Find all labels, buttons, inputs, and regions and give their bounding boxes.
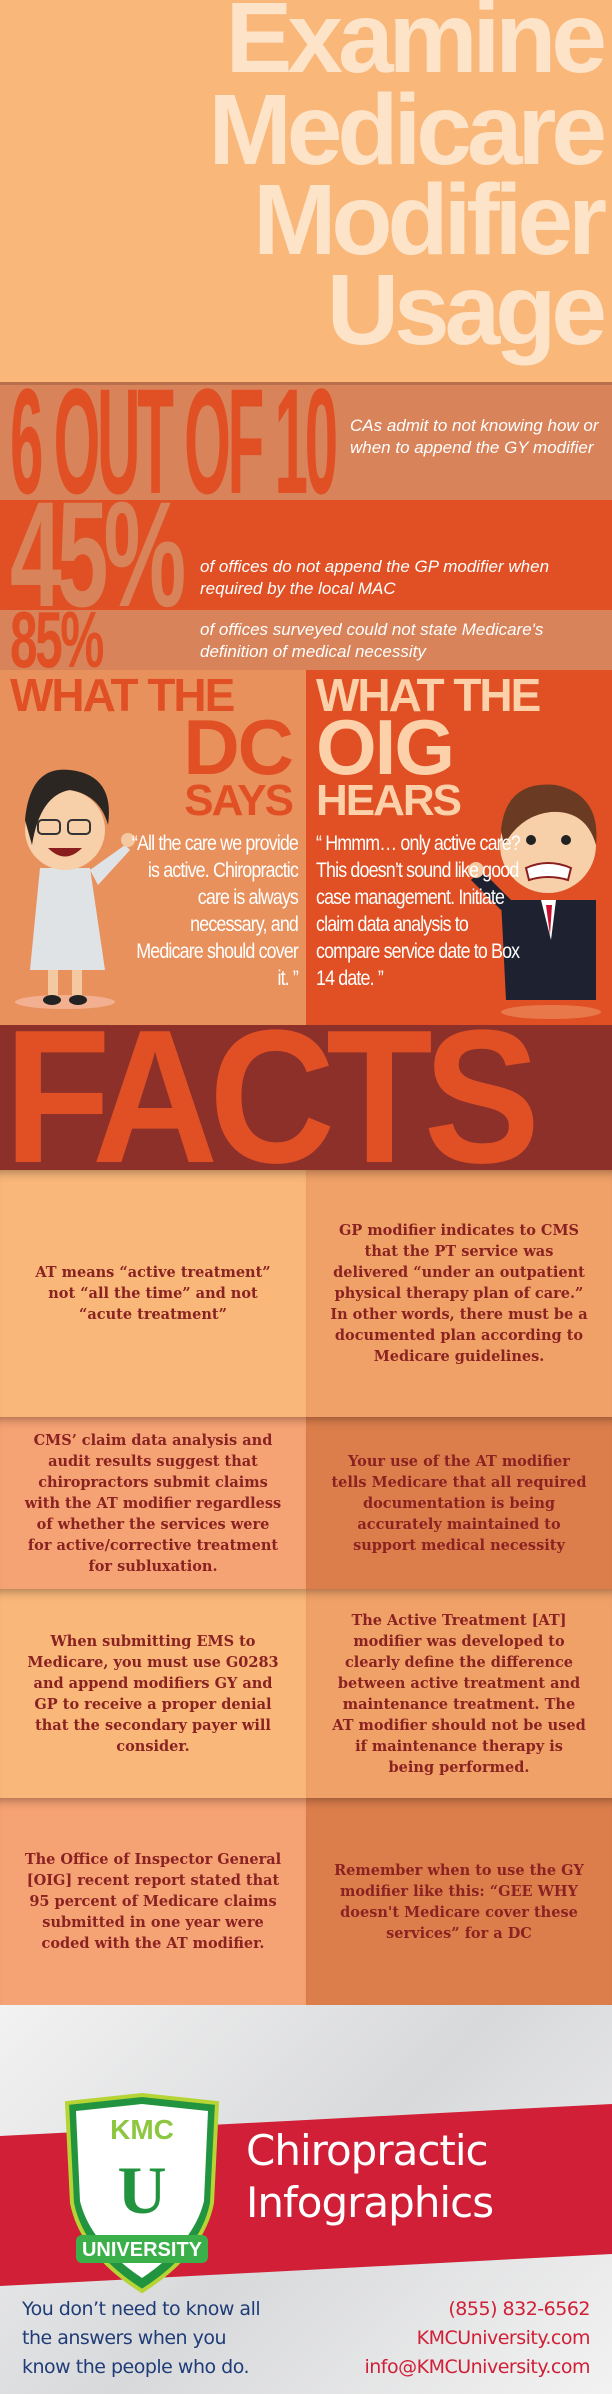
title-line: Examine xyxy=(225,0,607,94)
fact-card: GP modifier indicates to CMS that the PT… xyxy=(306,1170,612,1417)
phone-number[interactable]: (855) 832-6562 xyxy=(448,2298,590,2320)
brand-name: Chiropractic Infographics xyxy=(246,2125,494,2229)
tagline: You don’t need to know all the answers w… xyxy=(22,2298,261,2378)
facts-heading: FACTS xyxy=(4,1025,540,1170)
kmc-university-logo: KMC U UNIVERSITY xyxy=(64,2093,220,2293)
fact-card: When submitting EMS to Medicare, you mus… xyxy=(0,1589,306,1798)
fact-card: CMS’ claim data analysis and audit resul… xyxy=(0,1417,306,1589)
logo-university-text: UNIVERSITY xyxy=(82,2239,203,2261)
fact-card: The Office of Inspector General [OIG] re… xyxy=(0,1798,306,2005)
oig-quote: “ Hmmm… only active care? This doesn’t s… xyxy=(316,832,521,990)
oig-heading-3: HEARS xyxy=(316,776,462,825)
fact-card: Remember when to use the GY modifier lik… xyxy=(306,1798,612,2005)
footer: KMC U UNIVERSITY Chiropractic Infographi… xyxy=(0,2005,612,2394)
logo-u-text: U xyxy=(117,2152,166,2228)
stat-6-of-10: 6 OUT OF 10 CAs admit to not knowing how… xyxy=(0,382,612,500)
stat-figure: 6 OUT OF 10 xyxy=(10,382,338,500)
dc-heading-1: WHAT THE xyxy=(10,670,235,721)
angry-businessman-illustration xyxy=(468,784,601,1019)
contact-info: (855) 832-6562 KMCUniversity.com info@KM… xyxy=(364,2295,590,2382)
fact-card: AT means “active treatment” not “all the… xyxy=(0,1170,306,1417)
website-link[interactable]: KMCUniversity.com xyxy=(416,2327,591,2349)
title-section: Examine Medicare Modifier Usage xyxy=(0,0,612,382)
stat-45: 45% of offices do not append the GP modi… xyxy=(0,500,612,610)
brand-line-1: Chiropractic xyxy=(246,2126,489,2175)
dc-heading-2: DC xyxy=(183,703,294,791)
dc-says-panel: WHAT THE DC SAYS “All the care we provid… xyxy=(0,670,306,1025)
dc-heading-3: SAYS xyxy=(184,776,294,825)
dc-quote: “All the care we provide is active. Chir… xyxy=(131,832,299,990)
oig-heading-1: WHAT THE xyxy=(316,670,541,721)
oig-heading-2: OIG xyxy=(316,703,455,791)
oig-hears-panel: WHAT THE OIG HEARS “ Hmmm… only active c… xyxy=(306,670,612,1025)
stat-text: CAs admit to not knowing how or when to … xyxy=(350,416,599,457)
email-link[interactable]: info@KMCUniversity.com xyxy=(364,2356,590,2378)
stat-figure: 85% xyxy=(10,610,104,670)
stat-85: 85% of offices surveyed could not state … xyxy=(0,610,612,670)
facts-banner: FACTS xyxy=(0,1025,612,1170)
stat-figure: 45% xyxy=(10,500,186,610)
stat-text: of offices do not append the GP modifier… xyxy=(200,557,550,598)
title-line: Medicare xyxy=(208,74,607,186)
brand-line-2: Infographics xyxy=(246,2178,494,2227)
stat-text: of offices surveyed could not state Medi… xyxy=(200,620,544,661)
title-line: Usage xyxy=(326,254,607,366)
fact-card: The Active Treatment [AT] modifier was d… xyxy=(306,1589,612,1798)
doctor-woman-illustration xyxy=(15,769,135,1009)
fact-card: Your use of the AT modifier tells Medica… xyxy=(306,1417,612,1589)
title-line: Modifier xyxy=(253,164,607,276)
logo-kmc-text: KMC xyxy=(110,2114,174,2145)
